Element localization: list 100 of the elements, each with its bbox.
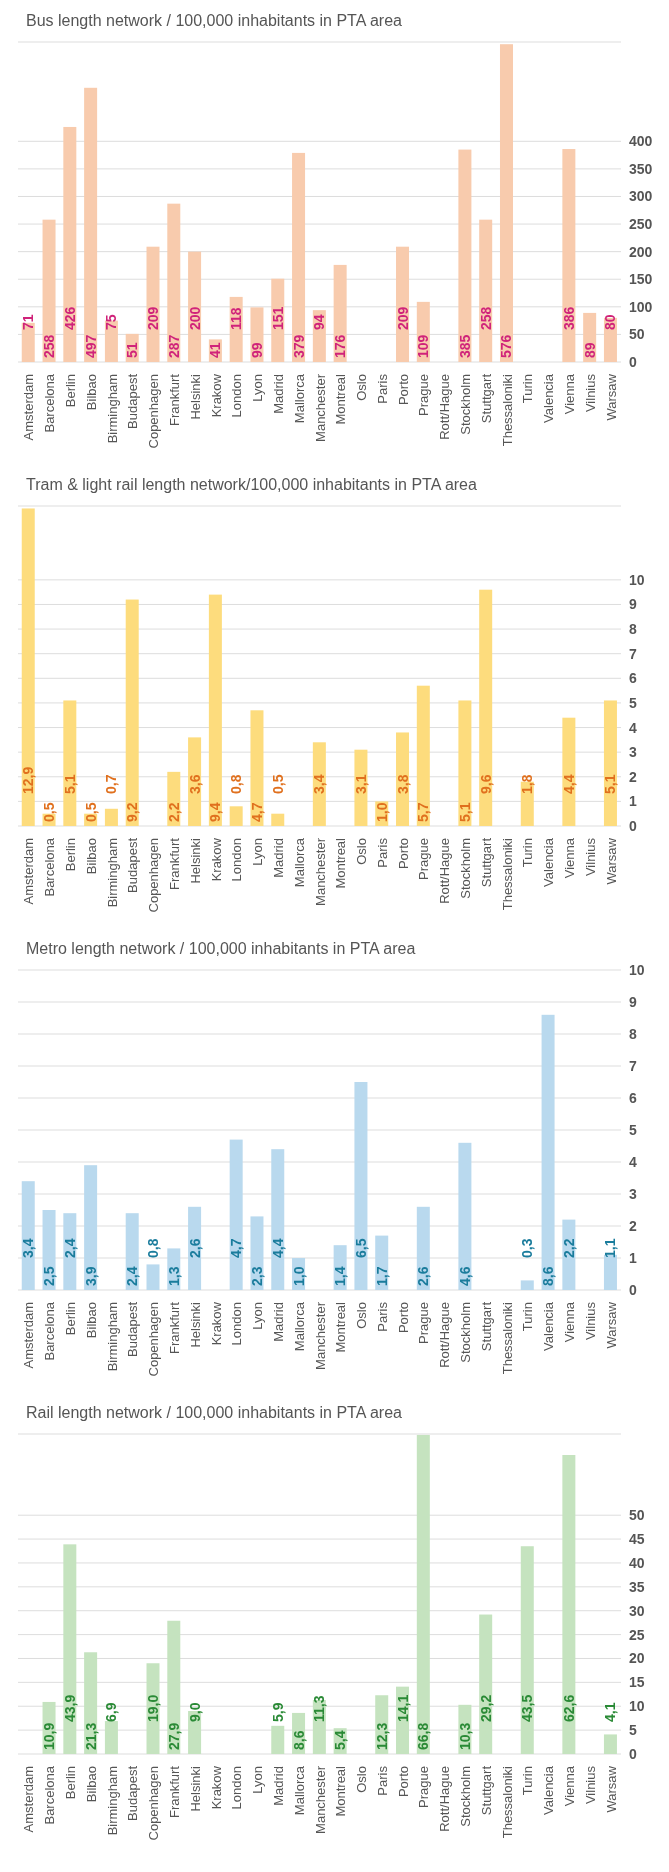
data-label: 71	[20, 314, 37, 330]
data-label: 0,3	[519, 1238, 536, 1258]
x-tick-label: Thessaloniki	[499, 373, 515, 447]
data-label: 1,4	[332, 1266, 349, 1286]
data-label: 6,9	[103, 1702, 120, 1722]
x-tick-label: Barcelona	[42, 1301, 58, 1361]
data-label: 4,7	[228, 1238, 245, 1258]
y-tick-label: 400	[629, 133, 653, 150]
data-label: 1,0	[290, 1266, 307, 1286]
x-tick-label: Stockholm	[458, 838, 474, 899]
x-tick-label: Manchester	[312, 837, 328, 906]
y-tick-label: 20	[629, 1650, 645, 1667]
x-tick-label: Thessaloniki	[499, 1301, 515, 1375]
y-tick-label: 5	[629, 1121, 637, 1138]
x-tick-label: Frankfurt	[166, 1765, 182, 1819]
x-tick-label: Stockholm	[458, 374, 474, 435]
x-tick-label: Vienna	[562, 837, 578, 879]
data-label: 258	[41, 334, 58, 358]
x-tick-label: Vilnius	[582, 1765, 598, 1805]
data-label: 4,1	[602, 1702, 619, 1722]
x-tick-label: Prague	[416, 1302, 432, 1344]
bar	[458, 149, 472, 362]
data-label: 1,7	[373, 1266, 390, 1286]
y-tick-label: 50	[629, 1507, 645, 1524]
y-tick-label: 1	[629, 793, 637, 810]
bar	[42, 219, 56, 362]
y-tick-label: 7	[629, 1057, 637, 1074]
data-label: 5,1	[456, 802, 473, 822]
x-tick-label: Vilnius	[582, 373, 598, 413]
data-label: 0,7	[103, 774, 120, 794]
x-tick-label: Amsterdam	[21, 1302, 37, 1369]
x-tick-label: Turin	[520, 838, 536, 868]
data-label: 258	[477, 306, 494, 330]
data-label: 3,4	[20, 1238, 37, 1258]
x-tick-label: Valencia	[541, 373, 557, 423]
x-tick-label: Valencia	[541, 1765, 557, 1815]
bar	[562, 149, 576, 362]
bar	[479, 589, 493, 826]
data-label: 1,8	[519, 774, 536, 794]
bar	[541, 1014, 555, 1290]
x-tick-label: Manchester	[312, 1301, 328, 1370]
x-tick-label: Mallorca	[291, 837, 307, 888]
data-label: 43,9	[61, 1694, 78, 1722]
y-tick-label: 5	[629, 694, 637, 711]
bar	[603, 1734, 617, 1754]
y-tick-label: 7	[629, 645, 637, 662]
data-label: 0,5	[269, 774, 286, 794]
bar	[229, 806, 243, 826]
bar	[84, 87, 98, 362]
data-label: 94	[311, 314, 328, 330]
y-tick-label: 10	[629, 961, 645, 978]
x-tick-label: Stuttgart	[478, 1301, 494, 1352]
x-tick-label: Warsaw	[603, 837, 619, 885]
y-tick-label: 100	[629, 298, 653, 315]
x-tick-label: Manchester	[312, 373, 328, 442]
bar	[146, 1264, 160, 1290]
y-tick-label: 25	[629, 1626, 645, 1643]
y-tick-label: 2	[629, 1217, 637, 1234]
data-label: 10,3	[456, 1722, 473, 1750]
data-label: 0,5	[82, 802, 99, 822]
x-tick-label: Oslo	[354, 1766, 370, 1793]
y-tick-label: 0	[629, 1281, 637, 1298]
data-label: 4,6	[456, 1266, 473, 1286]
data-label: 99	[248, 342, 265, 358]
x-tick-label: Valencia	[541, 837, 557, 887]
y-tick-label: 9	[629, 993, 637, 1010]
x-tick-label: Budapest	[125, 837, 141, 893]
data-label: 3,6	[186, 774, 203, 794]
x-tick-label: Amsterdam	[21, 838, 37, 905]
x-tick-label: Prague	[416, 374, 432, 416]
chart-title: Rail length network / 100,000 inhabitants in PTA area	[25, 1403, 403, 1423]
x-tick-label: Stuttgart	[478, 1765, 494, 1816]
x-tick-label: Madrid	[270, 374, 286, 414]
y-tick-label: 4	[629, 1153, 637, 1170]
bar	[104, 1721, 118, 1754]
bar	[271, 1149, 285, 1290]
x-tick-label: Turin	[520, 374, 536, 404]
data-label: 5,9	[269, 1702, 286, 1722]
x-tick-label: Krakow	[208, 837, 224, 882]
bar	[416, 685, 430, 826]
data-label: 9,6	[477, 774, 494, 794]
data-label: 11,3	[311, 1695, 328, 1722]
x-tick-label: Berlin	[62, 374, 78, 408]
data-label: 200	[186, 306, 203, 330]
data-label: 3,9	[82, 1266, 99, 1286]
x-tick-label: Bilbao	[83, 1766, 99, 1803]
x-tick-label: Lyon	[250, 838, 266, 866]
x-tick-label: Amsterdam	[21, 1766, 37, 1833]
x-tick-label: Montreal	[333, 837, 349, 889]
x-tick-label: Montreal	[333, 373, 349, 425]
data-label: 5,4	[332, 1730, 349, 1750]
x-tick-label: Birmingham	[104, 838, 120, 908]
data-label: 41	[207, 342, 224, 358]
data-label: 12,3	[373, 1722, 390, 1750]
y-tick-label: 45	[629, 1531, 645, 1548]
bar	[520, 1546, 534, 1754]
x-tick-label: Barcelona	[42, 837, 58, 897]
y-tick-label: 10	[629, 1698, 645, 1715]
x-tick-label: Rott/Hague	[437, 374, 453, 440]
data-label: 151	[269, 306, 286, 330]
